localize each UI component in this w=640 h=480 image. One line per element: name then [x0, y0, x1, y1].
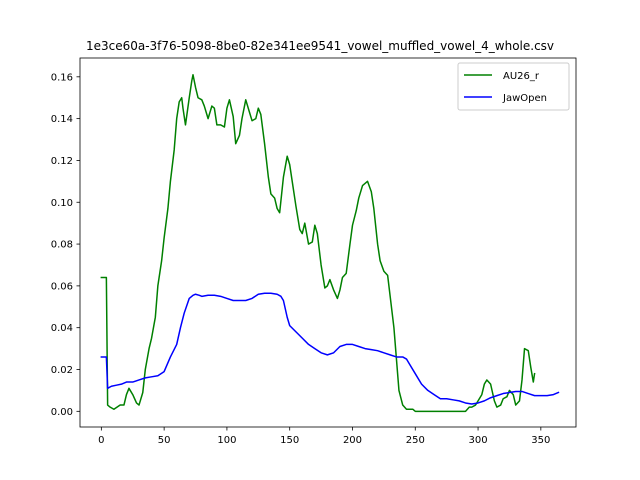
y-tick-label: 0.16 [51, 72, 73, 83]
legend-label: AU26_r [503, 71, 540, 82]
y-tick-label: 0.08 [51, 240, 73, 251]
x-tick-label: 50 [158, 435, 171, 446]
y-tick-label: 0.04 [51, 323, 73, 334]
y-tick-label: 0.06 [51, 281, 73, 292]
legend-label: JawOpen [502, 93, 547, 104]
x-tick-label: 350 [531, 435, 550, 446]
x-tick-label: 250 [406, 435, 425, 446]
y-tick-label: 0.10 [51, 198, 73, 209]
x-tick-label: 200 [343, 435, 362, 446]
x-tick-label: 0 [98, 435, 104, 446]
series-line-jawopen [100, 292, 560, 405]
y-tick-label: 0.14 [51, 114, 73, 125]
x-tick-label: 100 [217, 435, 236, 446]
axes-frame [79, 57, 577, 428]
y-tick-label: 0.02 [51, 365, 73, 376]
y-tick-label: 0.00 [51, 407, 73, 418]
plot-area: 0 50 100 150 200 250 300 350 0.00 0.02 0.04 0.06 0.0… [51, 57, 577, 446]
x-tick-label: 300 [469, 435, 488, 446]
x-tick-label: 150 [280, 435, 299, 446]
y-tick-label: 0.12 [51, 156, 73, 167]
legend: AU26_r JawOpen [457, 62, 570, 111]
chart-title: 1e3ce60a-3f76-5098-8be0-82e341ee9541_vow… [86, 39, 554, 53]
series-line-au26-r [100, 73, 536, 413]
